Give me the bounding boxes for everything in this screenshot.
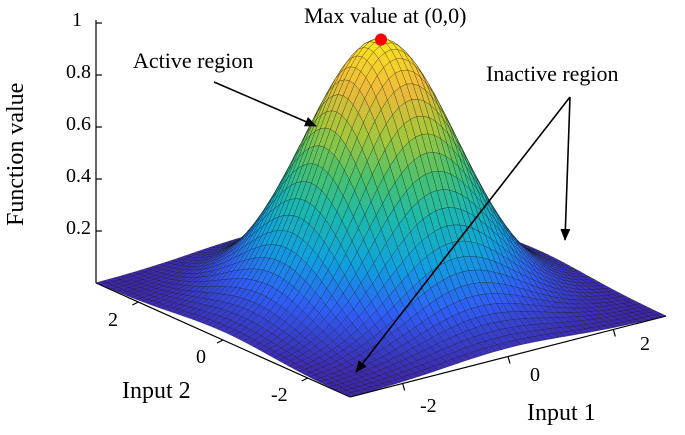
z-tick-label: 1 [72, 9, 82, 31]
active-region-arrow [213, 81, 317, 127]
surface-mesh [95, 38, 667, 397]
x-axis-title: Input 1 [527, 400, 596, 426]
z-tick-label: 0.8 [66, 61, 91, 83]
max-value-annotation: Max value at (0,0) [304, 3, 467, 28]
tick-marks [96, 22, 616, 391]
inactive-region-arrow [355, 96, 571, 373]
x-tick-label: 2 [640, 333, 650, 355]
tick-mark [507, 356, 511, 364]
z-tick-label: 0.4 [66, 165, 91, 187]
tick-mark [402, 383, 406, 391]
y-tick-label: -2 [271, 384, 288, 406]
tick-mark [301, 377, 308, 382]
z-axis-title: Function value [3, 83, 29, 226]
active-region-annotation: Active region [133, 48, 253, 73]
inactive-region-arrow [560, 96, 571, 241]
y-tick-label: 2 [108, 309, 118, 331]
z-tick-label: 0.2 [66, 217, 91, 239]
inactive-region-annotation: Inactive region [486, 61, 619, 86]
tick-mark [132, 301, 139, 306]
annotation-arrows [213, 81, 571, 373]
y-tick-label: 0 [196, 346, 206, 368]
y-axis-title: Input 2 [122, 378, 191, 404]
tick-mark [216, 339, 224, 344]
z-tick-label: 0.6 [66, 113, 91, 135]
x-tick-label: 0 [530, 364, 540, 386]
peak-marker [375, 33, 387, 46]
x-tick-label: -2 [420, 395, 437, 417]
surface-patch [344, 392, 357, 397]
tick-mark [612, 329, 616, 337]
